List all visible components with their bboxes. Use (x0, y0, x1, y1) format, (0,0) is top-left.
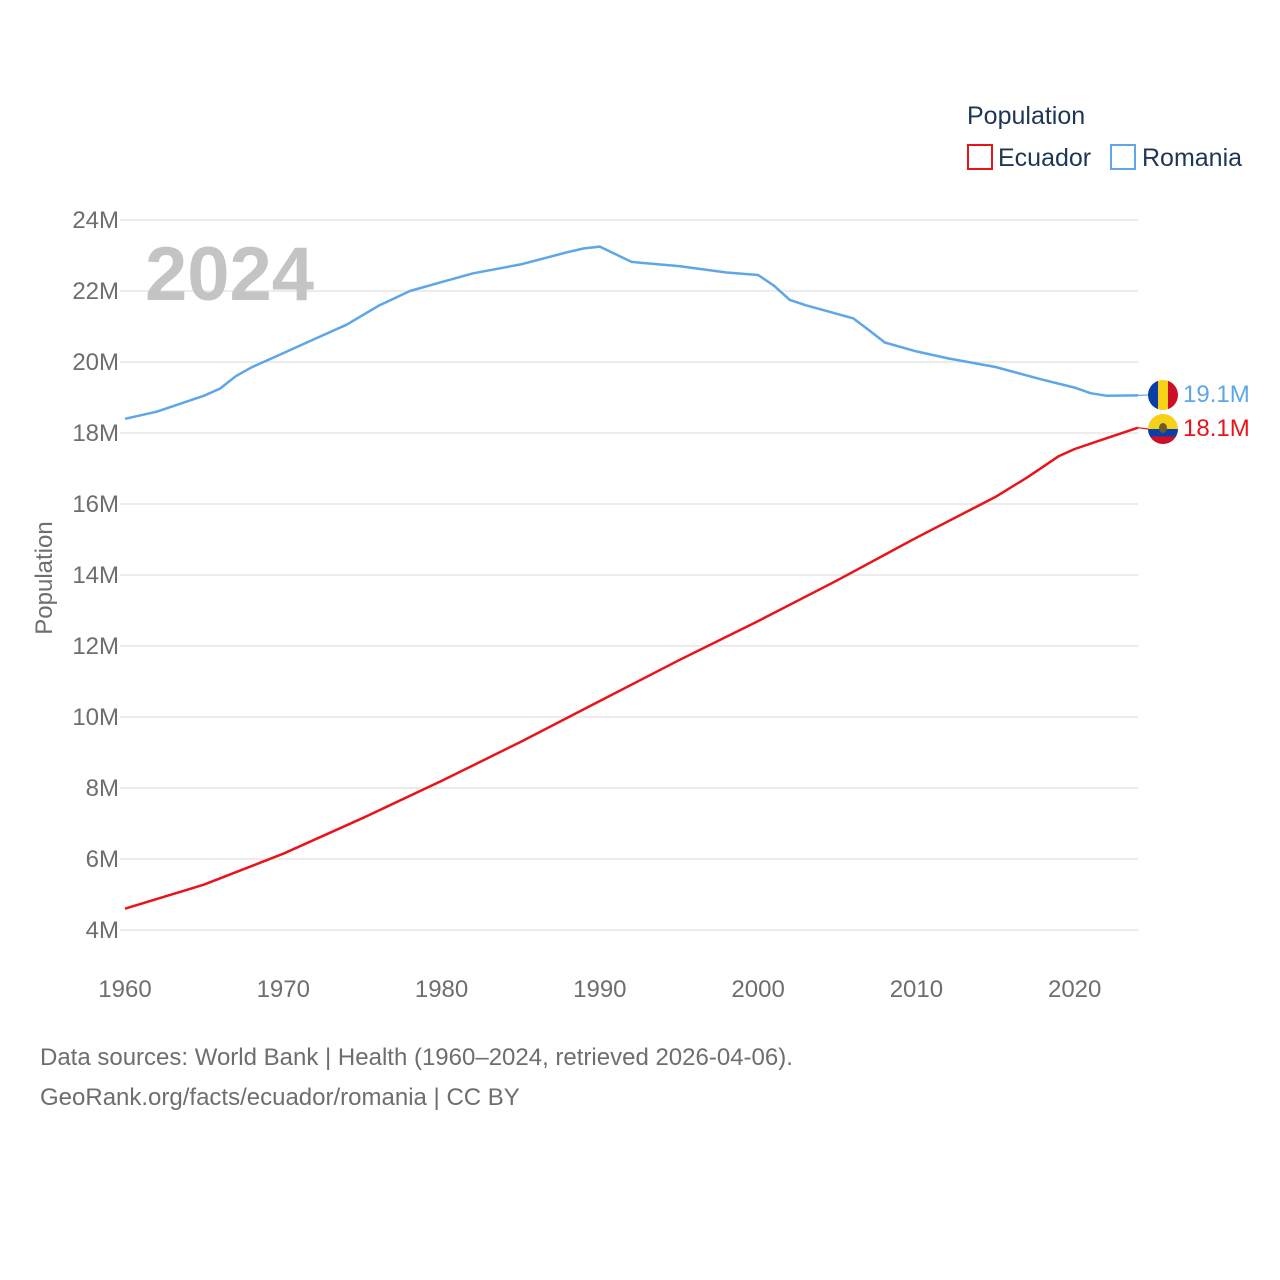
source-line-2: GeoRank.org/facts/ecuador/romania | CC B… (40, 1084, 520, 1111)
legend-title: Population (967, 102, 1085, 130)
legend-swatch-romania (1110, 144, 1136, 170)
source-line-1: Data sources: World Bank | Health (1960–… (40, 1044, 793, 1071)
x-tick-label: 2000 (731, 976, 784, 1003)
y-tick-label: 12M (72, 633, 119, 660)
x-axis-ticks: 1960 1970 1980 1990 2000 2010 2020 (98, 976, 1101, 1003)
gridlines (120, 219, 1138, 931)
legend: Population Ecuador Romania (967, 102, 1242, 172)
ecuador-end-label: 18.1M (1183, 415, 1250, 442)
y-tick-label: 22M (72, 278, 119, 305)
y-tick-label: 20M (72, 349, 119, 376)
y-axis-title: Population (31, 521, 58, 634)
series-lines (124, 245, 1149, 910)
series-line-ecuador[interactable] (124, 426, 1139, 910)
x-tick-label: 2020 (1048, 976, 1101, 1003)
y-tick-label: 24M (72, 207, 119, 234)
legend-label-ecuador: Ecuador (998, 144, 1091, 172)
legend-item-ecuador[interactable]: Ecuador (967, 144, 1091, 172)
year-watermark: 2024 (145, 232, 314, 317)
y-tick-label: 14M (72, 562, 119, 589)
x-tick-label: 1990 (573, 976, 626, 1003)
y-axis-ticks: 4M 6M 8M 10M 12M 14M 16M 18M 20M 22M 24M (72, 207, 119, 944)
y-tick-label: 16M (72, 491, 119, 518)
legend-item-romania[interactable]: Romania (1110, 144, 1242, 172)
x-tick-label: 2010 (890, 976, 943, 1003)
legend-label-romania: Romania (1142, 144, 1242, 172)
ecuador-flag-icon (1148, 414, 1178, 444)
romania-end-label: 19.1M (1183, 381, 1250, 408)
y-tick-label: 18M (72, 420, 119, 447)
y-tick-label: 4M (86, 917, 119, 944)
y-tick-label: 10M (72, 704, 119, 731)
y-tick-label: 6M (86, 846, 119, 873)
x-tick-label: 1970 (257, 976, 310, 1003)
legend-swatch-ecuador (967, 144, 993, 170)
x-tick-label: 1980 (415, 976, 468, 1003)
end-connector-ecuador (1137, 427, 1149, 430)
x-tick-label: 1960 (98, 976, 151, 1003)
y-tick-label: 8M (86, 775, 119, 802)
romania-flag-icon (1148, 380, 1178, 410)
series-line-romania[interactable] (124, 245, 1139, 421)
